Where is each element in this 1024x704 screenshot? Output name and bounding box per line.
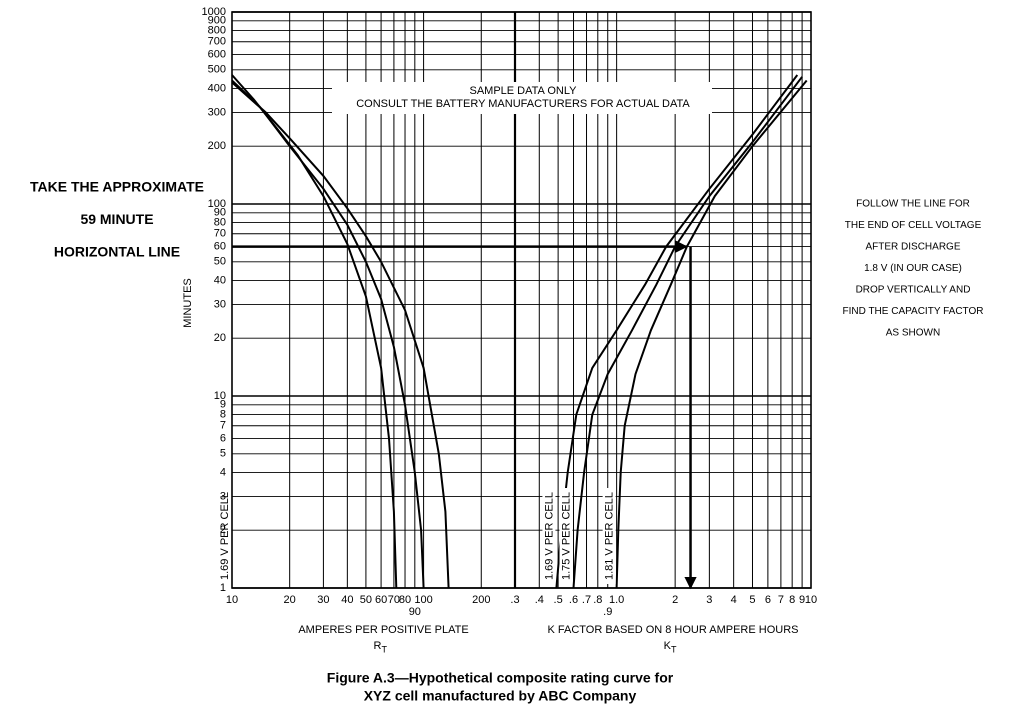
curve-label: 1.69 V PER CELL: [543, 492, 555, 580]
x-tick-label: .4: [535, 594, 544, 606]
x-axis-subscript: T: [671, 644, 677, 654]
x-tick-label: 10: [226, 594, 238, 606]
curve-label: 1.69 V PER CELL: [219, 492, 231, 580]
curve: [572, 76, 803, 589]
x-tick-label: .7: [582, 594, 591, 606]
x-tick-label: .3: [510, 594, 519, 606]
y-tick-label: 600: [208, 49, 226, 61]
right-note: 1.8 V (IN OUR CASE): [864, 263, 962, 274]
box-text: CONSULT THE BATTERY MANUFACTURERS FOR AC…: [356, 98, 690, 110]
x-tick-label: 1.0: [609, 594, 624, 606]
x-axis-label: K FACTOR BASED ON 8 HOUR AMPERE HOURS: [547, 624, 798, 636]
x-tick-label: 6: [765, 594, 771, 606]
x-tick-label: 100: [414, 594, 432, 606]
x-tick-label: 4: [731, 594, 737, 606]
curve: [231, 79, 425, 589]
curve-label-bg: [602, 488, 616, 584]
plot-frame: [231, 11, 812, 589]
right-note: DROP VERTICALLY AND: [856, 285, 971, 296]
right-note: THE END OF CELL VOLTAGE: [845, 220, 982, 231]
x-tick-label: 8: [789, 594, 795, 606]
x-tick-label: 3: [706, 594, 712, 606]
curve-label-bg: [542, 488, 556, 584]
y-tick-label: 8: [220, 409, 226, 421]
left-note: 59 MINUTE: [80, 211, 153, 227]
x-tick-label: 2: [672, 594, 678, 606]
x-tick-label: 20: [284, 594, 296, 606]
y-tick-label: 100: [208, 198, 226, 210]
x-tick-label: 90: [409, 606, 421, 618]
y-tick-label: 10: [214, 390, 226, 402]
right-note: AFTER DISCHARGE: [865, 242, 960, 253]
curve: [615, 79, 808, 589]
curve-label-bg: [559, 488, 573, 584]
box-text: SAMPLE DATA ONLY: [470, 85, 578, 97]
y-tick-label: 70: [214, 228, 226, 240]
x-tick-label: .5: [554, 594, 563, 606]
curve-label: 1.75 V PER CELL: [560, 492, 572, 580]
note-box: [332, 82, 712, 114]
x-tick-label: 60: [375, 594, 387, 606]
right-note: FOLLOW THE LINE FOR: [856, 199, 970, 210]
curve: [231, 74, 398, 589]
x-tick-label: .6: [569, 594, 578, 606]
y-tick-label: 60: [214, 241, 226, 253]
x-tick-label: 40: [341, 594, 353, 606]
y-tick-label: 400: [208, 82, 226, 94]
y-axis-label: MINUTES: [182, 278, 194, 328]
x-axis-symbol: R: [374, 640, 382, 652]
x-tick-label: .8: [593, 594, 602, 606]
x-tick-label: 200: [472, 594, 490, 606]
x-tick-label: 7: [778, 594, 784, 606]
x-tick-label: 30: [317, 594, 329, 606]
y-tick-label: 7: [220, 420, 226, 432]
y-tick-label: 4: [220, 466, 226, 478]
y-tick-label: 1: [220, 582, 226, 594]
y-tick-label: 9: [220, 399, 226, 411]
x-tick-label: 9: [799, 594, 805, 606]
caption: XYZ cell manufactured by ABC Company: [364, 688, 637, 704]
x-axis-subscript: T: [382, 644, 388, 654]
y-tick-label: 6: [220, 433, 226, 445]
y-tick-label: 3: [220, 490, 226, 502]
y-tick-label: 90: [214, 207, 226, 219]
y-tick-label: 500: [208, 64, 226, 76]
y-tick-label: 30: [214, 298, 226, 310]
x-tick-label: .9: [603, 606, 612, 618]
y-tick-label: 200: [208, 140, 226, 152]
left-note: HORIZONTAL LINE: [54, 244, 180, 260]
y-tick-label: 20: [214, 332, 226, 344]
curve-label: 1.81 V PER CELL: [604, 492, 616, 580]
y-tick-label: 700: [208, 36, 226, 48]
caption: Figure A.3—Hypothetical composite rating…: [327, 670, 674, 686]
curve-label-bg: [218, 488, 231, 584]
right-note: FIND THE CAPACITY FACTOR: [843, 306, 984, 317]
y-tick-label: 900: [208, 15, 226, 27]
y-tick-label: 40: [214, 274, 226, 286]
y-tick-label: 300: [208, 106, 226, 118]
x-tick-label: 10: [805, 594, 817, 606]
y-tick-label: 2: [220, 524, 226, 536]
x-axis-symbol: K: [664, 640, 672, 652]
y-tick-label: 50: [214, 256, 226, 268]
right-note: AS SHOWN: [886, 328, 940, 339]
y-tick-label: 800: [208, 25, 226, 37]
curve: [231, 81, 450, 589]
curve: [555, 74, 799, 589]
y-tick-label: 5: [220, 448, 226, 460]
x-tick-label: 5: [749, 594, 755, 606]
x-tick-label: 50: [360, 594, 372, 606]
x-tick-label: 70: [388, 594, 400, 606]
x-axis-label: AMPERES PER POSITIVE PLATE: [298, 624, 468, 636]
y-tick-label: 80: [214, 217, 226, 229]
y-tick-label: 1000: [202, 6, 226, 18]
x-tick-label: 80: [399, 594, 411, 606]
left-note: TAKE THE APPROXIMATE: [30, 179, 204, 195]
